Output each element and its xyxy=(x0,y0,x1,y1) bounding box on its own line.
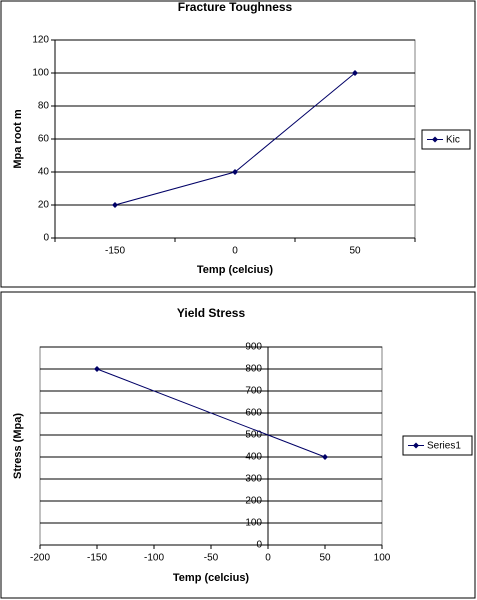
chart-title: Yield Stress xyxy=(177,306,246,320)
data-point xyxy=(322,454,328,460)
legend-label: Series1 xyxy=(427,441,461,452)
y-tick-label: 100 xyxy=(245,518,262,529)
y-tick-label: 0 xyxy=(43,233,49,244)
x-tick-label: 100 xyxy=(374,553,391,564)
x-tick-label: 50 xyxy=(319,553,331,564)
y-axis-title: Stress (Mpa) xyxy=(12,413,24,479)
y-tick-label: 80 xyxy=(38,101,50,112)
y-tick-label: 400 xyxy=(245,452,262,463)
y-axis-title: Mpa root m xyxy=(12,109,24,168)
data-point xyxy=(352,70,358,76)
y-tick-label: 800 xyxy=(245,364,262,375)
x-tick-label: -50 xyxy=(204,553,219,564)
x-tick-label: -100 xyxy=(144,553,164,564)
x-tick-label: 0 xyxy=(265,553,271,564)
y-tick-label: 200 xyxy=(245,496,262,507)
y-tick-label: 700 xyxy=(245,386,262,397)
data-point xyxy=(112,202,118,208)
x-axis-title: Temp (celcius) xyxy=(173,572,250,584)
y-tick-label: 300 xyxy=(245,474,262,485)
chart-title: Fracture Toughness xyxy=(178,0,293,14)
legend-label: Kic xyxy=(446,135,460,146)
data-point xyxy=(232,169,238,175)
y-tick-label: 40 xyxy=(38,167,50,178)
series-line xyxy=(96,368,326,458)
x-tick-label: 0 xyxy=(232,246,238,257)
y-tick-label: 20 xyxy=(38,200,50,211)
legend-marker xyxy=(413,442,419,449)
x-tick-label: -150 xyxy=(105,246,125,257)
y-tick-label: 500 xyxy=(245,430,262,441)
plot-area xyxy=(39,346,383,546)
x-tick-label: -200 xyxy=(30,553,50,564)
y-tick-label: 600 xyxy=(245,408,262,419)
legend-marker xyxy=(432,136,438,143)
y-tick-label: 900 xyxy=(245,342,262,353)
data-point xyxy=(94,366,100,372)
legend-box xyxy=(421,129,471,150)
x-tick-label: -150 xyxy=(87,553,107,564)
x-axis-title: Temp (celcius) xyxy=(197,264,274,276)
y-tick-label: 120 xyxy=(32,35,49,46)
x-tick-label: 50 xyxy=(349,246,361,257)
legend-box xyxy=(402,435,473,456)
y-tick-label: 60 xyxy=(38,134,50,145)
y-tick-label: 100 xyxy=(32,68,49,79)
